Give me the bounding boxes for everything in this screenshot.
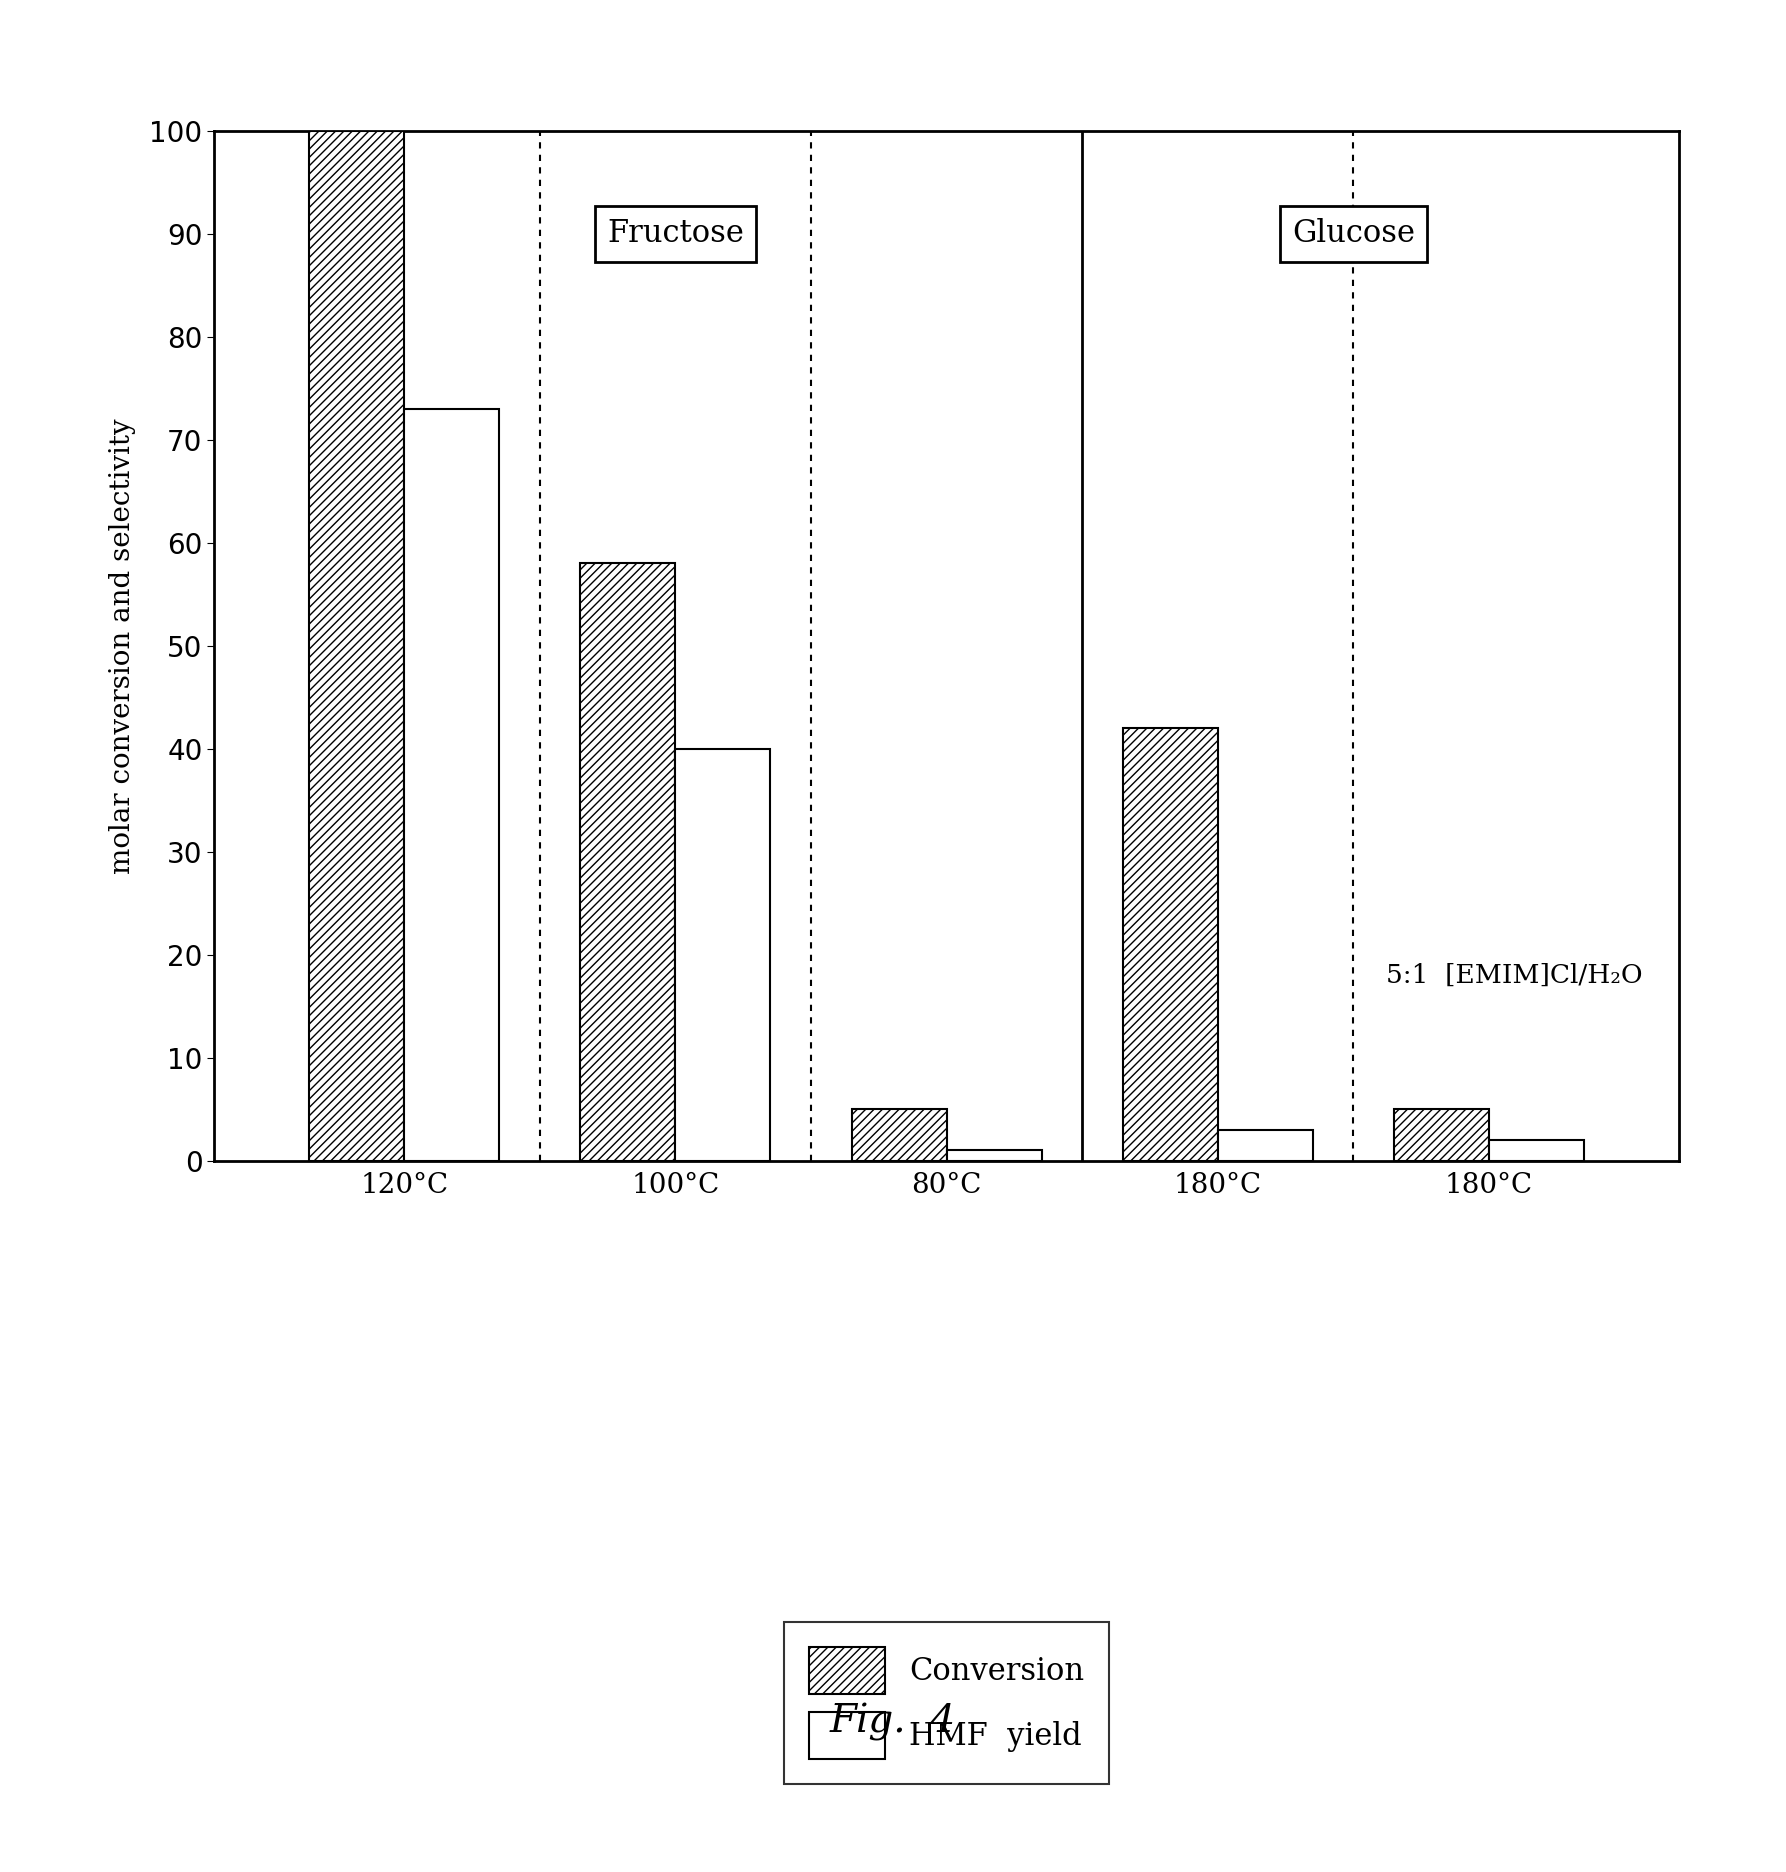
Bar [1123, 728, 1218, 1161]
Bar [947, 1149, 1041, 1161]
Bar [1218, 1129, 1313, 1161]
Text: 5:1  [EMIM]Cl/H₂O: 5:1 [EMIM]Cl/H₂O [1386, 962, 1643, 988]
Bar [1395, 1108, 1490, 1161]
Bar [1490, 1140, 1584, 1161]
Bar [404, 410, 498, 1161]
Text: Fructose: Fructose [607, 219, 743, 249]
Bar [309, 131, 404, 1161]
Text: Fig.  4: Fig. 4 [830, 1704, 956, 1741]
Bar [580, 563, 675, 1161]
Legend: Conversion, HMF  yield: Conversion, HMF yield [784, 1621, 1109, 1784]
Y-axis label: molar conversion and selectivity: molar conversion and selectivity [109, 417, 136, 874]
Bar [675, 749, 770, 1161]
Bar [852, 1108, 947, 1161]
Text: Glucose: Glucose [1291, 219, 1415, 249]
